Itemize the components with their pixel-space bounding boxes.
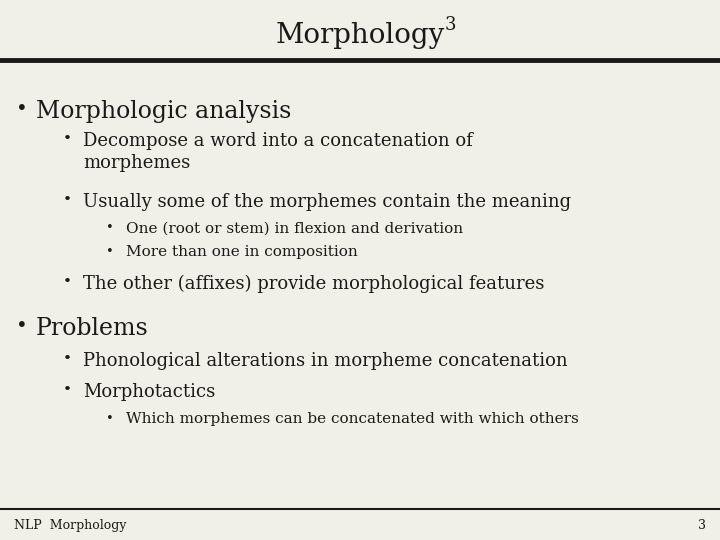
Text: •: • — [106, 221, 114, 234]
Text: •: • — [16, 317, 27, 336]
Text: Morphology: Morphology — [275, 22, 445, 49]
Text: Problems: Problems — [36, 317, 149, 340]
Text: Morphologic analysis: Morphologic analysis — [36, 100, 292, 123]
Text: The other (affixes) provide morphological features: The other (affixes) provide morphologica… — [83, 275, 544, 293]
Text: 3: 3 — [444, 16, 456, 35]
Text: •: • — [63, 193, 72, 207]
Text: •: • — [106, 412, 114, 425]
Text: •: • — [63, 383, 72, 397]
Text: One (root or stem) in flexion and derivation: One (root or stem) in flexion and deriva… — [126, 221, 463, 235]
Text: •: • — [106, 245, 114, 258]
Text: Decompose a word into a concatenation of
morphemes: Decompose a word into a concatenation of… — [83, 132, 472, 172]
Text: •: • — [63, 352, 72, 366]
Text: Phonological alterations in morpheme concatenation: Phonological alterations in morpheme con… — [83, 352, 567, 370]
Text: Which morphemes can be concatenated with which others: Which morphemes can be concatenated with… — [126, 412, 579, 426]
Text: NLP  Morphology: NLP Morphology — [14, 519, 127, 532]
Text: •: • — [63, 132, 72, 146]
Text: 3: 3 — [698, 519, 706, 532]
Text: •: • — [63, 275, 72, 289]
Text: More than one in composition: More than one in composition — [126, 245, 358, 259]
Text: Usually some of the morphemes contain the meaning: Usually some of the morphemes contain th… — [83, 193, 571, 211]
Text: •: • — [16, 100, 27, 119]
Text: Morphotactics: Morphotactics — [83, 383, 215, 401]
